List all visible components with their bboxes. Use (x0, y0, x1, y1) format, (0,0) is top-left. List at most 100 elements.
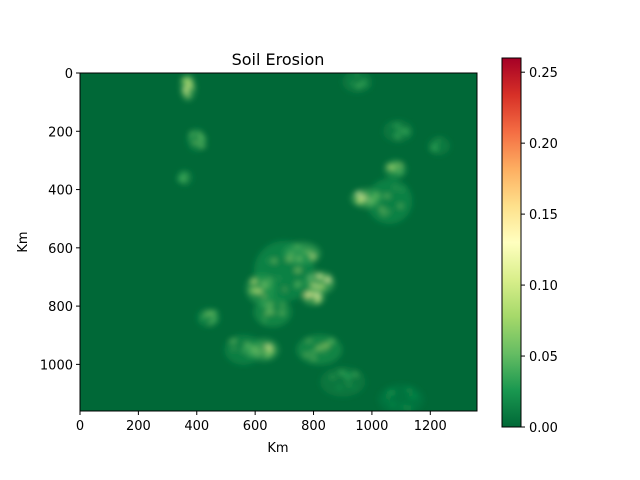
erosion-hotspot (383, 194, 391, 198)
erosion-hotspot (267, 348, 274, 352)
erosion-hotspot (378, 207, 385, 211)
erosion-hotspot (268, 279, 273, 282)
erosion-hotspot (398, 204, 403, 208)
erosion-hotspot (338, 370, 346, 376)
erosion-hotspot (344, 375, 352, 380)
erosion-hotspot (184, 88, 188, 93)
erosion-hotspot (393, 123, 401, 127)
erosion-hotspot (266, 259, 270, 263)
erosion-hotspot (330, 375, 336, 379)
erosion-hotspot (391, 168, 394, 173)
erosion-hotspot (179, 176, 184, 179)
erosion-hotspot (363, 83, 368, 88)
erosion-hotspot (327, 338, 335, 344)
erosion-hotspot (321, 344, 330, 348)
erosion-hotspot (327, 274, 330, 278)
erosion-hotspot-halo (366, 178, 413, 224)
erosion-hotspot (268, 311, 276, 314)
erosion-hotspot (443, 145, 446, 148)
erosion-hotspot (232, 338, 236, 343)
erosion-hotspot (311, 351, 314, 353)
erosion-hotspot (184, 174, 189, 177)
erosion-hotspot (198, 141, 202, 144)
erosion-hotspot (232, 346, 235, 350)
erosion-hotspot (317, 284, 325, 289)
erosion-hotspot (387, 165, 392, 169)
erosion-hotspot (346, 382, 351, 387)
y-axis-label: Km (16, 231, 31, 252)
y-tick-label: 800 (48, 300, 73, 315)
erosion-hotspot (436, 148, 440, 152)
erosion-hotspot (181, 173, 186, 178)
erosion-hotspot (212, 315, 215, 318)
erosion-hotspot (361, 81, 367, 84)
x-axis: 0 200 400 600 800 1000 1200 (76, 411, 447, 434)
y-tick-label: 1000 (40, 358, 73, 373)
x-tick-label: 0 (76, 419, 84, 434)
erosion-hotspot (311, 283, 316, 288)
erosion-hotspot (405, 397, 412, 400)
erosion-hotspot (189, 85, 194, 89)
erosion-hotspot (355, 73, 359, 77)
erosion-hotspot (263, 318, 266, 323)
erosion-hotspot (262, 295, 266, 298)
erosion-hotspot (244, 345, 252, 349)
x-tick-label: 400 (184, 419, 209, 434)
x-tick-label: 600 (243, 419, 268, 434)
erosion-hotspot (209, 321, 212, 325)
erosion-hotspot (192, 141, 199, 144)
erosion-hotspot (355, 83, 363, 88)
erosion-hotspot (271, 258, 277, 264)
erosion-hotspot (207, 311, 215, 315)
erosion-hotspot (356, 191, 361, 197)
erosion-hotspot (183, 87, 188, 90)
chart-title: Soil Erosion (232, 50, 325, 69)
x-tick-label: 800 (301, 419, 326, 434)
erosion-hotspot (204, 312, 209, 316)
erosion-hotspot (316, 345, 322, 351)
erosion-hotspot (387, 391, 395, 396)
erosion-hotspot (279, 310, 285, 315)
y-axis: 0 200 400 600 800 1000 (40, 67, 80, 373)
erosion-hotspot (400, 405, 405, 409)
plot-frame (79, 72, 478, 412)
erosion-hotspot (264, 351, 272, 356)
erosion-hotspot (261, 303, 269, 307)
colorbar-tick-label: 0.20 (529, 137, 558, 152)
erosion-hotspot (353, 372, 359, 377)
erosion-hotspot (251, 346, 259, 351)
erosion-hotspot (200, 315, 207, 320)
erosion-hotspot (240, 349, 249, 353)
erosion-hotspot (189, 131, 195, 136)
x-tick-label: 1000 (355, 419, 388, 434)
erosion-hotspot (378, 195, 381, 198)
erosion-hotspot (394, 166, 397, 171)
erosion-hotspot (182, 177, 187, 183)
y-tick-label: 400 (48, 184, 73, 199)
erosion-hotspot (255, 287, 258, 290)
erosion-hotspot (310, 357, 316, 360)
erosion-hotspot (210, 317, 217, 323)
erosion-hotspot (268, 302, 274, 307)
erosion-hotspot (255, 289, 261, 294)
heatmap-area (79, 72, 478, 412)
erosion-hotspot (352, 385, 356, 389)
colorbar-gradient (501, 57, 522, 428)
erosion-hotspot (374, 192, 380, 197)
erosion-hotspot (185, 93, 190, 97)
erosion-hotspot (350, 81, 355, 87)
y-tick-label: 0 (65, 67, 73, 82)
erosion-hotspot (183, 91, 189, 94)
erosion-hotspot (356, 198, 363, 204)
erosion-hotspot (195, 132, 200, 135)
erosion-hotspot (264, 344, 273, 349)
erosion-hotspot (316, 300, 319, 304)
erosion-hotspot (388, 123, 392, 127)
erosion-hotspot (355, 87, 360, 90)
erosion-hotspot (397, 169, 403, 175)
erosion-hotspot (249, 288, 257, 293)
erosion-hotspot (315, 297, 322, 302)
erosion-hotspot (430, 147, 438, 150)
erosion-hotspot (198, 144, 206, 148)
colorbar-tick-label: 0.00 (529, 421, 558, 436)
